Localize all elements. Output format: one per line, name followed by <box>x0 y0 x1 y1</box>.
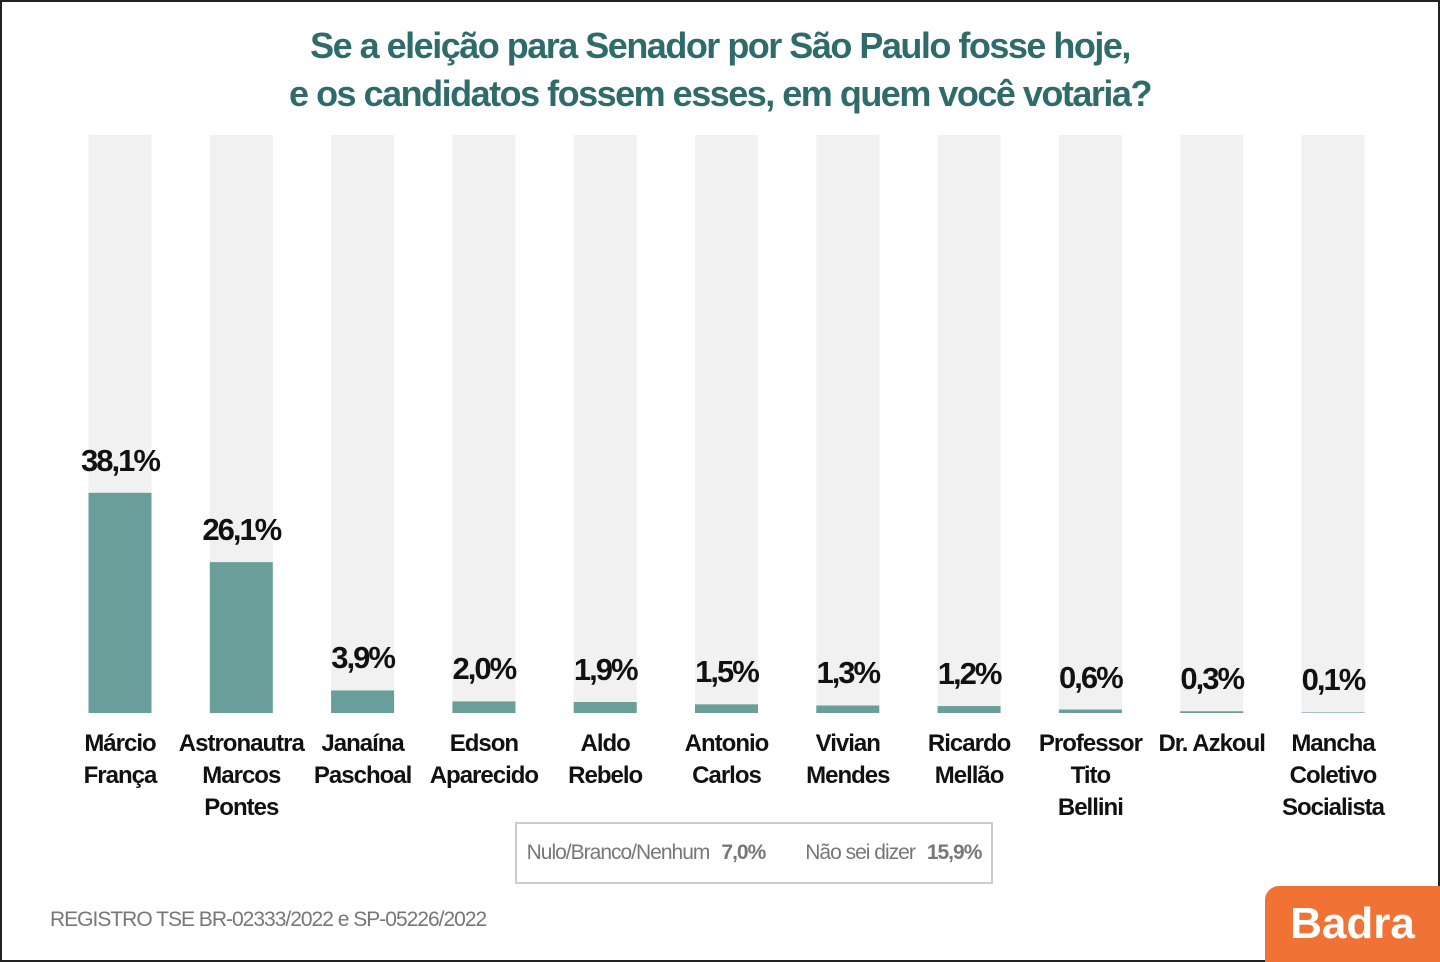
summary-value: 15,9% <box>926 841 983 864</box>
bar-track <box>331 135 395 713</box>
summary-value: 7,0% <box>721 841 766 864</box>
summary-item: Não sei dizer 15,9% <box>805 841 983 865</box>
bar <box>1301 712 1365 713</box>
value-label: 1,9% <box>573 652 639 688</box>
chart-title: Se a eleição para Senador por São Paulo … <box>289 25 1152 114</box>
bar-track <box>1180 135 1244 713</box>
bar <box>331 690 395 713</box>
x-tick-label: Dr. Azkoul <box>1158 730 1265 757</box>
bar <box>937 706 1001 713</box>
bar <box>1058 709 1122 713</box>
bar-track <box>573 135 637 713</box>
x-tick-label: Ricardo Mellão <box>927 730 1011 789</box>
bar-track <box>937 135 1001 713</box>
value-label: 1,3% <box>816 655 881 691</box>
bar <box>88 492 152 713</box>
bar-track <box>695 135 758 713</box>
bar-track <box>452 135 516 713</box>
x-tick-label: Vivian Mendes <box>806 730 890 789</box>
bar-track <box>1058 135 1122 713</box>
bar <box>209 562 273 713</box>
bar-track <box>816 135 880 713</box>
x-tick-label: Janaína Paschoal <box>313 730 412 789</box>
summary-label: Nulo/Branco/Nenhum <box>526 841 711 864</box>
value-label: 38,1% <box>81 442 161 478</box>
logo: Badra <box>1265 886 1440 962</box>
bar <box>452 701 516 713</box>
x-tick-label: Márcio França <box>83 730 158 789</box>
x-tick-label: Antonio Carlos <box>684 730 770 789</box>
summary-item: Nulo/Branco/Nenhum 7,0% <box>526 841 767 865</box>
footnote: REGISTRO TSE BR-02333/2022 e SP-05226/20… <box>50 908 487 931</box>
bar <box>695 704 758 713</box>
x-tick-label: Mancha Coletivo Socialista <box>1281 730 1385 821</box>
value-label: 26,1% <box>202 512 282 548</box>
value-label: 3,9% <box>331 640 396 676</box>
value-label: 0,3% <box>1180 661 1245 697</box>
value-label: 0,6% <box>1059 659 1124 695</box>
bar <box>816 705 880 713</box>
x-tick-label: Edson Aparecido <box>429 730 539 789</box>
bar-track <box>1301 135 1365 713</box>
bar <box>573 702 637 713</box>
x-tick-label: Aldo Rebelo <box>568 730 643 789</box>
summary-box: Nulo/Branco/Nenhum 7,0% Não sei dizer 15,9… <box>515 822 993 884</box>
summary-label: Não sei dizer <box>805 841 916 864</box>
value-label: 1,5% <box>695 654 760 690</box>
value-label: 2,0% <box>452 651 518 687</box>
value-label: 1,2% <box>937 656 1003 692</box>
x-tick-label: Astronautra Marcos Pontes <box>178 730 305 821</box>
bar <box>1180 711 1244 713</box>
value-label: 0,1% <box>1301 662 1367 698</box>
x-tick-label: Professor Tito Bellini <box>1038 730 1143 821</box>
